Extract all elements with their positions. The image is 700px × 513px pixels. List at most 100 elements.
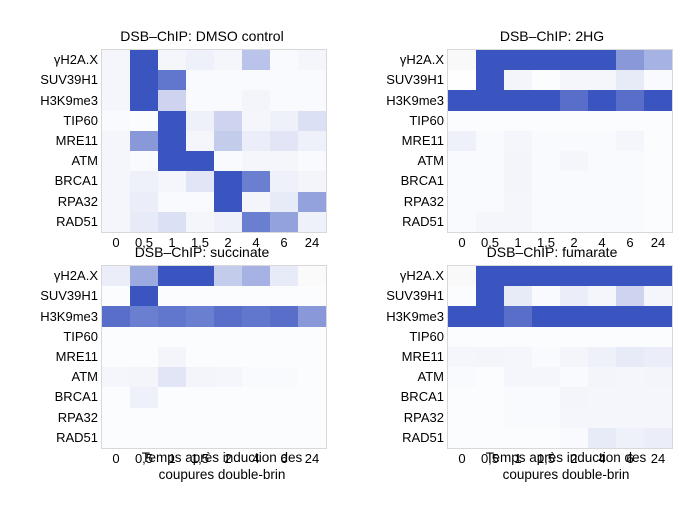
heatmap-cell: [560, 387, 588, 408]
heatmap-cell: [130, 266, 158, 287]
heatmap-cell: [560, 306, 588, 327]
heatmap-grid: [101, 49, 327, 233]
row-label: TIP60: [409, 328, 444, 344]
heatmap-cell: [102, 70, 130, 91]
heatmap-cell: [130, 171, 158, 192]
heatmap-cell: [504, 191, 532, 212]
time-tick-label: 4: [598, 451, 606, 466]
heatmap-cell: [560, 367, 588, 388]
heatmap-cell: [186, 266, 214, 287]
heatmap-cell: [644, 427, 672, 448]
heatmap-cell: [242, 110, 270, 131]
row-label: ATM: [71, 153, 98, 169]
heatmap-cell: [270, 407, 298, 428]
x-axis-caption-right: Temps après induction des coupures doubl…: [436, 449, 696, 483]
heatmap-cell: [298, 306, 326, 327]
heatmap-cell: [242, 211, 270, 232]
heatmap-cell: [476, 427, 504, 448]
heatmap-cell: [242, 50, 270, 71]
heatmap-cell: [214, 211, 242, 232]
heatmap-cell: [532, 191, 560, 212]
heatmap-grid: [447, 265, 673, 449]
heatmap-cell: [242, 90, 270, 111]
heatmap-cell: [448, 387, 476, 408]
heatmap-cell: [158, 191, 186, 212]
heatmap-cell: [532, 211, 560, 232]
heatmap-cell: [588, 171, 616, 192]
row-label: γH2A.X: [53, 268, 98, 284]
heatmap-cell: [476, 407, 504, 428]
heatmap-cell: [242, 346, 270, 368]
heatmap-cell: [644, 130, 672, 152]
heatmap-cell: [504, 387, 532, 408]
heatmap-cell: [270, 110, 298, 131]
row-label: RAD51: [56, 429, 98, 445]
heatmap-cell: [130, 286, 158, 307]
heatmap-cell: [242, 306, 270, 327]
heatmap-cell: [588, 306, 616, 327]
time-tick-label: 1: [514, 451, 522, 466]
heatmap-cell: [476, 130, 504, 152]
heatmap-cell: [214, 90, 242, 111]
heatmap-cell: [130, 211, 158, 232]
heatmap-cell: [270, 266, 298, 287]
heatmap-cell: [270, 286, 298, 307]
time-tick-label: 1,5: [190, 451, 210, 466]
panel-title: DSB–ChIP: 2HG: [499, 28, 605, 44]
heatmap-cell: [158, 286, 186, 307]
heatmap-cell: [298, 191, 326, 212]
time-tick-label: 6: [280, 451, 288, 466]
heatmap-cell: [616, 151, 644, 172]
row-label: SUV39H1: [386, 288, 444, 304]
heatmap-cell: [616, 70, 644, 91]
row-label: SUV39H1: [40, 72, 98, 88]
heatmap-cell: [102, 367, 130, 388]
heatmap-cell: [644, 70, 672, 91]
heatmap-cell: [102, 130, 130, 152]
heatmap-cell: [476, 266, 504, 287]
heatmap-cell: [158, 90, 186, 111]
row-label: ATM: [71, 369, 98, 385]
heatmap-cell: [270, 191, 298, 212]
time-tick-label: 0: [458, 451, 466, 466]
heatmap-cell: [644, 110, 672, 131]
heatmap-cell: [214, 427, 242, 448]
heatmap-cell: [214, 326, 242, 347]
heatmap-cell: [616, 387, 644, 408]
heatmap-cell: [214, 50, 242, 71]
heatmap-cell: [588, 286, 616, 307]
heatmap-cell: [130, 130, 158, 152]
heatmap-cell: [298, 130, 326, 152]
heatmap-cell: [616, 90, 644, 111]
heatmap-cell: [532, 326, 560, 347]
heatmap-cell: [158, 387, 186, 408]
row-label: MRE11: [55, 133, 98, 148]
heatmap-cell: [616, 130, 644, 152]
heatmap-cell: [102, 110, 130, 131]
heatmap-cell: [476, 326, 504, 347]
x-axis-caption-left: Temps après induction des coupures doubl…: [92, 449, 352, 483]
heatmap-cell: [476, 367, 504, 388]
heatmap-cell: [130, 326, 158, 347]
heatmap-cell: [130, 191, 158, 212]
x-axis-caption-line-1: Temps après induction des: [141, 450, 303, 465]
heatmap-cell: [476, 50, 504, 71]
heatmap-cell: [560, 70, 588, 91]
time-tick-label: 4: [252, 235, 260, 250]
heatmap-cell: [270, 130, 298, 152]
heatmap-cell: [448, 151, 476, 172]
heatmap-cell: [476, 346, 504, 368]
time-tick-label: 24: [650, 451, 666, 466]
heatmap-cell: [644, 367, 672, 388]
heatmap-cell: [270, 70, 298, 91]
heatmap-cell: [532, 346, 560, 368]
heatmap-cell: [298, 110, 326, 131]
x-axis-caption-line-2: coupures double-brin: [158, 467, 286, 482]
heatmap-cell: [298, 171, 326, 192]
time-tick-label: 2: [224, 451, 232, 466]
heatmap-cell: [588, 266, 616, 287]
time-tick-label: 2: [570, 451, 578, 466]
row-label: SUV39H1: [40, 288, 98, 304]
row-label: ATM: [417, 153, 444, 169]
